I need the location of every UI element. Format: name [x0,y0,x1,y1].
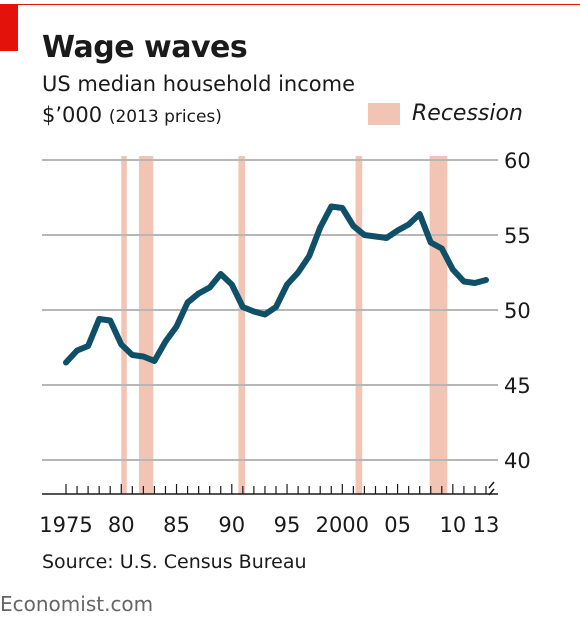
x-tick-label: 05 [384,513,411,537]
legend: Recession [368,101,523,126]
chart-title: Wage waves [42,30,248,65]
x-tick-label: 13 [473,513,500,537]
x-tick-label: 80 [108,513,135,537]
recession-band [429,156,448,494]
publisher-brand: Economist.com [0,592,154,616]
chart-subtitle: US median household income [42,72,356,96]
recession-band [138,156,154,494]
recession-band [355,156,363,494]
y-tick-label: 55 [504,224,531,248]
units-note: (2013 prices) [108,107,222,127]
y-tick-label: 40 [504,449,531,473]
brand-red-tab [0,5,18,51]
recession-legend-swatch [368,102,400,125]
recession-band [238,156,246,494]
y-tick-label: 45 [504,374,531,398]
recession-band [121,156,127,494]
x-tick-label: 1975 [39,513,92,537]
units-label: $’000 (2013 prices) [42,103,222,127]
income-series-line [63,203,489,366]
axis-break-marker [488,481,495,496]
y-tick-label: 50 [504,299,531,323]
x-tick-label: 10 [439,513,466,537]
x-tick-label: 85 [163,513,190,537]
x-tick-label: 95 [274,513,301,537]
top-rule [0,4,580,5]
x-tick-label: 90 [218,513,245,537]
source-note: Source: U.S. Census Bureau [42,551,307,573]
recession-legend-label: Recession [412,101,523,126]
y-tick-label: 60 [504,149,531,173]
x-tick-label: 2000 [316,513,369,537]
units-main: $’000 [42,103,103,127]
